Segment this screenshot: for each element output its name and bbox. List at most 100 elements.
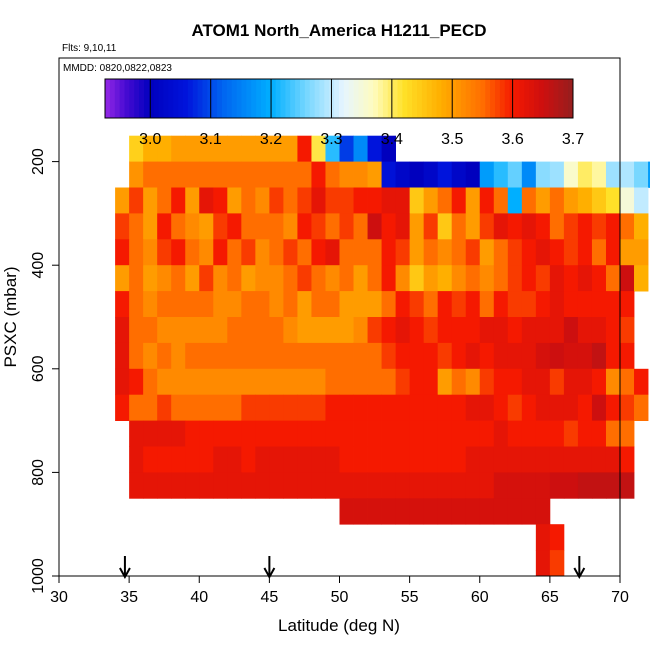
heatmap-cell — [395, 420, 411, 447]
heatmap-cell — [171, 317, 186, 344]
heatmap-cell — [367, 472, 382, 499]
heatmap-cell — [297, 213, 312, 240]
x-tick-label: 55 — [401, 589, 419, 606]
heatmap-cell — [563, 317, 579, 344]
heatmap-cell — [283, 265, 298, 292]
x-tick-label: 70 — [611, 589, 629, 606]
heatmap-cell — [339, 368, 354, 396]
colorbar-segment — [534, 79, 540, 118]
heatmap-cell — [297, 342, 312, 370]
heatmap-cell — [367, 446, 382, 473]
heatmap-cell — [367, 317, 382, 344]
heatmap-cell — [451, 394, 467, 421]
heatmap-cell — [507, 161, 523, 188]
heatmap-cell — [171, 420, 186, 447]
heatmap-cell — [395, 291, 411, 318]
heatmap-cell — [297, 446, 312, 473]
heatmap-cell — [465, 239, 481, 266]
heatmap-cell — [269, 239, 284, 266]
colorbar-segment — [382, 79, 389, 118]
colorbar-segment — [407, 79, 413, 118]
heatmap-cell — [255, 342, 270, 370]
heatmap-cell — [465, 446, 481, 473]
heatmap-cell — [521, 317, 537, 344]
heatmap-cell — [493, 291, 509, 318]
heatmap-cell — [255, 317, 270, 344]
heatmap-cell — [479, 472, 495, 499]
heatmap-cell — [535, 420, 551, 447]
colorbar-segment — [241, 79, 247, 118]
heatmap-cell — [549, 161, 565, 188]
heatmap-cell — [325, 472, 340, 499]
heatmap-cell — [311, 265, 326, 292]
heatmap-cell — [423, 213, 439, 240]
heatmap-cell — [465, 291, 481, 318]
heatmap-cell — [213, 394, 228, 421]
heatmap-cell — [409, 420, 425, 447]
heatmap-cell — [269, 135, 284, 162]
heatmap-cell — [157, 420, 172, 447]
heatmap-cell — [535, 161, 551, 188]
colorbar-segment — [270, 79, 277, 118]
heatmap-cell — [437, 472, 453, 499]
heatmap-cell — [507, 420, 523, 447]
heatmap-cell — [367, 420, 382, 447]
colorbar-segment — [378, 79, 384, 118]
heatmap-cell — [325, 394, 340, 421]
heatmap-cell — [535, 187, 551, 214]
heatmap-cell — [129, 420, 144, 447]
colorbar-segment — [421, 79, 428, 118]
heatmap-cell — [199, 265, 214, 292]
heatmap-cell — [255, 265, 270, 292]
heatmap-cell — [185, 213, 200, 240]
heatmap-cell — [269, 187, 284, 214]
heatmap-cell — [143, 265, 158, 292]
colorbar-segment — [558, 79, 564, 118]
heatmap-cell — [549, 446, 565, 473]
colorbar-segment — [144, 79, 150, 118]
heatmap-cell — [437, 317, 453, 344]
down-arrow-icon — [263, 567, 276, 580]
heatmap-cell — [311, 446, 326, 473]
heatmap-cell — [157, 239, 172, 266]
heatmap-cell — [465, 161, 481, 188]
heatmap-cell — [577, 161, 593, 188]
heatmap-cell — [157, 394, 172, 421]
heatmap-cell — [423, 265, 439, 292]
heatmap-cell — [213, 161, 228, 188]
heatmap-cell — [325, 317, 340, 344]
heatmap-cell — [423, 446, 439, 473]
heatmap-cell — [367, 342, 382, 370]
heatmap-cell — [423, 420, 439, 447]
heatmap-cell — [521, 368, 537, 396]
heatmap-cell — [269, 317, 284, 344]
heatmap-cell — [549, 239, 565, 266]
heatmap-cell — [620, 187, 635, 214]
heatmap-cell — [451, 187, 467, 214]
heatmap-cell — [381, 213, 396, 240]
heatmap-cell — [605, 213, 621, 240]
heatmap-cell — [451, 291, 467, 318]
heatmap-cell — [437, 161, 453, 188]
heatmap-cell — [437, 213, 453, 240]
heatmap-cell — [577, 368, 593, 396]
heatmap-cell — [465, 472, 481, 499]
y-axis-label: PSXC (mbar) — [1, 266, 20, 367]
colorbar-segment — [314, 79, 320, 118]
heatmap-cell — [199, 342, 214, 370]
heatmap-cell — [451, 317, 467, 344]
heatmap-cell — [521, 498, 537, 525]
heatmap-cell — [479, 291, 495, 318]
heatmap-cell — [311, 368, 326, 396]
heatmap-cell — [367, 213, 382, 240]
heatmap-cell — [634, 368, 649, 396]
heatmap-cell — [185, 291, 200, 318]
heatmap-cell — [620, 291, 635, 318]
colorbar-segment — [353, 79, 359, 118]
heatmap-cell — [577, 342, 593, 370]
heatmap-cell — [213, 317, 228, 344]
flights-annotation: Flts: 9,10,11 — [62, 43, 117, 54]
heatmap-cell — [451, 161, 467, 188]
heatmap-cell — [549, 420, 565, 447]
heatmap-cell — [605, 394, 621, 421]
